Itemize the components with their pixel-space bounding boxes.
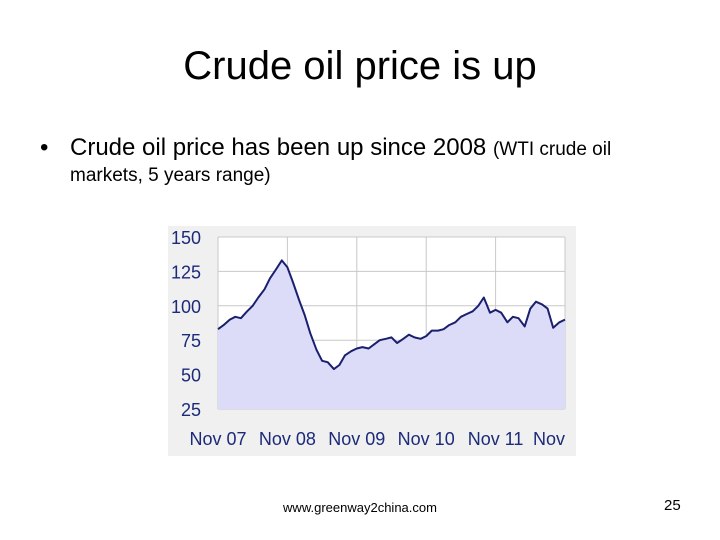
- bullet-paren-text: (WTI crude oil: [492, 139, 612, 160]
- x-tick-label: Nov 11: [468, 429, 524, 449]
- x-tick-label: Nov 07: [189, 429, 246, 449]
- bullet-line-1: Crude oil price has been up since 2008 (…: [70, 134, 611, 164]
- y-tick-label: 100: [171, 297, 201, 317]
- y-tick-label: 150: [171, 228, 201, 248]
- price-line: [217, 259, 566, 371]
- price-area: [218, 260, 565, 409]
- y-tick-label: 25: [181, 400, 201, 420]
- bullet-symbol: •: [40, 134, 49, 161]
- x-tick-label: Nov 09: [328, 429, 385, 449]
- y-tick-label: 50: [181, 366, 201, 386]
- bullet-main-text: Crude oil price has been up since 2008: [70, 134, 487, 161]
- bullet-line-2: markets, 5 years range): [70, 165, 271, 186]
- x-tick-label: Nov: [533, 429, 565, 449]
- slide-title: Crude oil price is up: [183, 44, 537, 88]
- y-tick-label: 75: [181, 331, 201, 351]
- footer-url: www.greenway2china.com: [283, 500, 437, 515]
- oil-price-chart: 150 125 100 75 50 25 Nov 07 Nov 08 Nov 09 Nov 10 N…: [168, 226, 576, 456]
- x-tick-label: Nov 10: [398, 429, 455, 449]
- y-tick-label: 125: [171, 262, 201, 282]
- chart-svg: 150 125 100 75 50 25 Nov 07 Nov 08 Nov 09 Nov 10 N…: [171, 228, 566, 449]
- slide-number: 25: [664, 497, 681, 514]
- x-tick-label: Nov 08: [259, 429, 316, 449]
